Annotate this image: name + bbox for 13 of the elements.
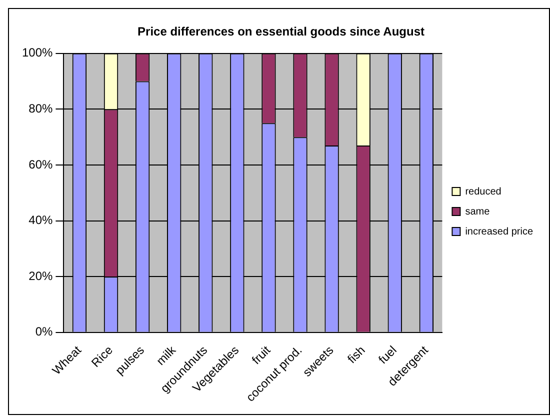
legend-label: same: [465, 206, 490, 218]
x-tick-label: fruit: [249, 342, 274, 368]
y-tick-label: 20%: [28, 268, 54, 283]
y-tick-label: 0%: [35, 324, 54, 339]
y-tick-label: 40%: [28, 213, 54, 228]
y-tick-label: 60%: [28, 157, 54, 172]
y-tick-label: 80%: [28, 102, 54, 116]
legend-label: increased price: [465, 226, 534, 238]
x-tick-label: fish: [344, 343, 368, 366]
x-tick-label: Rice: [88, 342, 116, 370]
y-tick-label: 100%: [22, 46, 54, 60]
legend-label: reduced: [465, 186, 502, 198]
chart-title: Price differences on essential goods since August: [138, 24, 424, 39]
